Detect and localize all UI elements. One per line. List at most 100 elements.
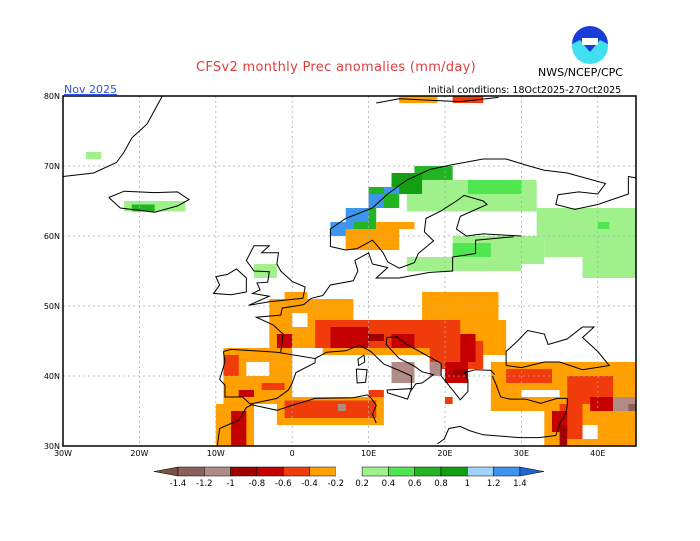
anomaly-cell xyxy=(368,194,384,208)
forecast-period: Nov 2025 xyxy=(64,83,117,96)
colorbar-swatch xyxy=(361,466,389,477)
colorbar-swatch xyxy=(230,466,258,477)
lon-tick-label: 0 xyxy=(290,449,295,458)
anomaly-cell xyxy=(345,229,400,250)
anomaly-cell xyxy=(284,400,377,418)
coastline xyxy=(437,375,568,445)
coastline xyxy=(216,394,377,447)
anomaly-cell xyxy=(452,243,491,257)
chart-title: CFSv2 monthly Prec anomalies (mm/day) xyxy=(196,60,477,75)
anomaly-cell xyxy=(292,313,308,327)
colorbar-tick-label: 0.8 xyxy=(434,479,448,489)
anomaly-cell xyxy=(223,355,239,376)
lon-tick-label: 30W xyxy=(54,449,72,458)
coastline xyxy=(245,245,306,306)
lon-tick-label: 20W xyxy=(130,449,148,458)
anomaly-cell xyxy=(376,222,415,229)
colorbar-tick-label: 0.6 xyxy=(408,479,422,489)
anomaly-cell xyxy=(330,327,369,348)
anomaly-cell xyxy=(254,264,277,278)
anomaly-cell xyxy=(460,334,476,362)
colorbar-swatch xyxy=(414,466,442,477)
lat-tick-label: 30N xyxy=(44,442,60,451)
noaa-logo xyxy=(572,26,608,64)
colorbar-swatch xyxy=(204,466,231,477)
colorbar-swatch xyxy=(309,466,337,477)
anomaly-cell xyxy=(261,383,285,390)
agency-label: NWS/NCEP/CPC xyxy=(538,66,623,79)
anomaly-cell xyxy=(536,208,636,236)
coastline xyxy=(212,268,247,296)
coastline xyxy=(357,354,366,367)
colorbar-arrow-low xyxy=(153,466,179,477)
anomaly-cell xyxy=(383,187,400,194)
colorbar-tick-label: 0.2 xyxy=(355,479,369,489)
colorbar-tick-label: -1.4 xyxy=(170,479,187,489)
coastline xyxy=(329,158,637,247)
anomaly-cell xyxy=(231,411,247,446)
lon-tick-label: 20E xyxy=(437,449,452,458)
colorbar-tick-label: -0.6 xyxy=(275,479,292,489)
coastline xyxy=(376,96,499,104)
coastline xyxy=(355,368,368,384)
colorbar: -1.4 -1.2 -1 -0.8 -0.6 -0.4 -0.2 0.2 0.4 0.6 0.8 1 1… xyxy=(153,466,544,489)
lon-tick-label: 30E xyxy=(514,449,529,458)
anomaly-cell xyxy=(452,369,468,376)
anomaly-cell xyxy=(590,397,614,411)
colorbar-swatch xyxy=(388,466,415,477)
coastline xyxy=(254,236,514,353)
coastline xyxy=(62,95,163,177)
anomaly-cell xyxy=(445,397,453,404)
anomaly-cell xyxy=(85,152,102,159)
coastline xyxy=(505,326,611,371)
lon-tick-label: 10E xyxy=(361,449,376,458)
anomaly-cell xyxy=(246,362,270,376)
anomaly-cell xyxy=(368,334,384,341)
anomaly-cell xyxy=(597,222,610,229)
anomaly-cell xyxy=(238,390,254,397)
coastline xyxy=(108,190,191,213)
lat-tick-label: 40N xyxy=(44,372,60,381)
anomaly-cell xyxy=(467,180,522,194)
anomaly-cell xyxy=(452,96,484,103)
anomaly-cell xyxy=(429,362,442,376)
colorbar-tick-label: -0.4 xyxy=(301,479,318,489)
anomaly-cell xyxy=(345,208,369,222)
anomaly-cell xyxy=(521,390,560,397)
anomaly-cell xyxy=(559,425,568,446)
colorbar-tick-label: -0.2 xyxy=(328,479,345,489)
anomaly-cell xyxy=(582,257,636,278)
colorbar-tick-label: 1.4 xyxy=(513,479,527,489)
colorbar-tick-label: 1.2 xyxy=(487,479,501,489)
anomaly-cell xyxy=(544,236,636,257)
lat-tick-label: 50N xyxy=(44,302,60,311)
colorbar-swatch xyxy=(335,467,363,476)
lon-tick-label: 40E xyxy=(590,449,605,458)
initial-conditions: Initial conditions: 18Oct2025-27Oct2025 xyxy=(428,85,622,96)
coastline xyxy=(219,348,316,405)
colorbar-swatch xyxy=(282,466,310,477)
anomaly-cell xyxy=(131,204,155,212)
map-frame xyxy=(62,95,637,447)
anomaly-cell xyxy=(276,334,293,348)
colorbar-swatch xyxy=(177,466,205,477)
colorbar-swatch xyxy=(493,466,521,477)
coastline xyxy=(330,194,522,269)
colorbar-tick-label: -1 xyxy=(226,479,234,489)
lat-tick-label: 60N xyxy=(44,232,60,241)
coastline xyxy=(386,388,413,400)
anomaly-cell xyxy=(338,404,346,411)
lat-tick-label: 70N xyxy=(44,162,60,171)
colorbar-swatch xyxy=(440,466,468,477)
anomaly-cell xyxy=(368,390,384,397)
anomaly-cell xyxy=(414,166,453,180)
colorbar-tick-label: -1.2 xyxy=(196,479,213,489)
anomaly-cell xyxy=(284,292,308,299)
colorbar-swatch xyxy=(467,466,494,477)
anomaly-cell xyxy=(406,257,522,271)
lat-tick-label: 80N xyxy=(44,92,60,101)
colorbar-tick-label: 1 xyxy=(465,479,470,489)
anomaly-cell xyxy=(628,404,636,411)
lon-tick-label: 10W xyxy=(207,449,225,458)
